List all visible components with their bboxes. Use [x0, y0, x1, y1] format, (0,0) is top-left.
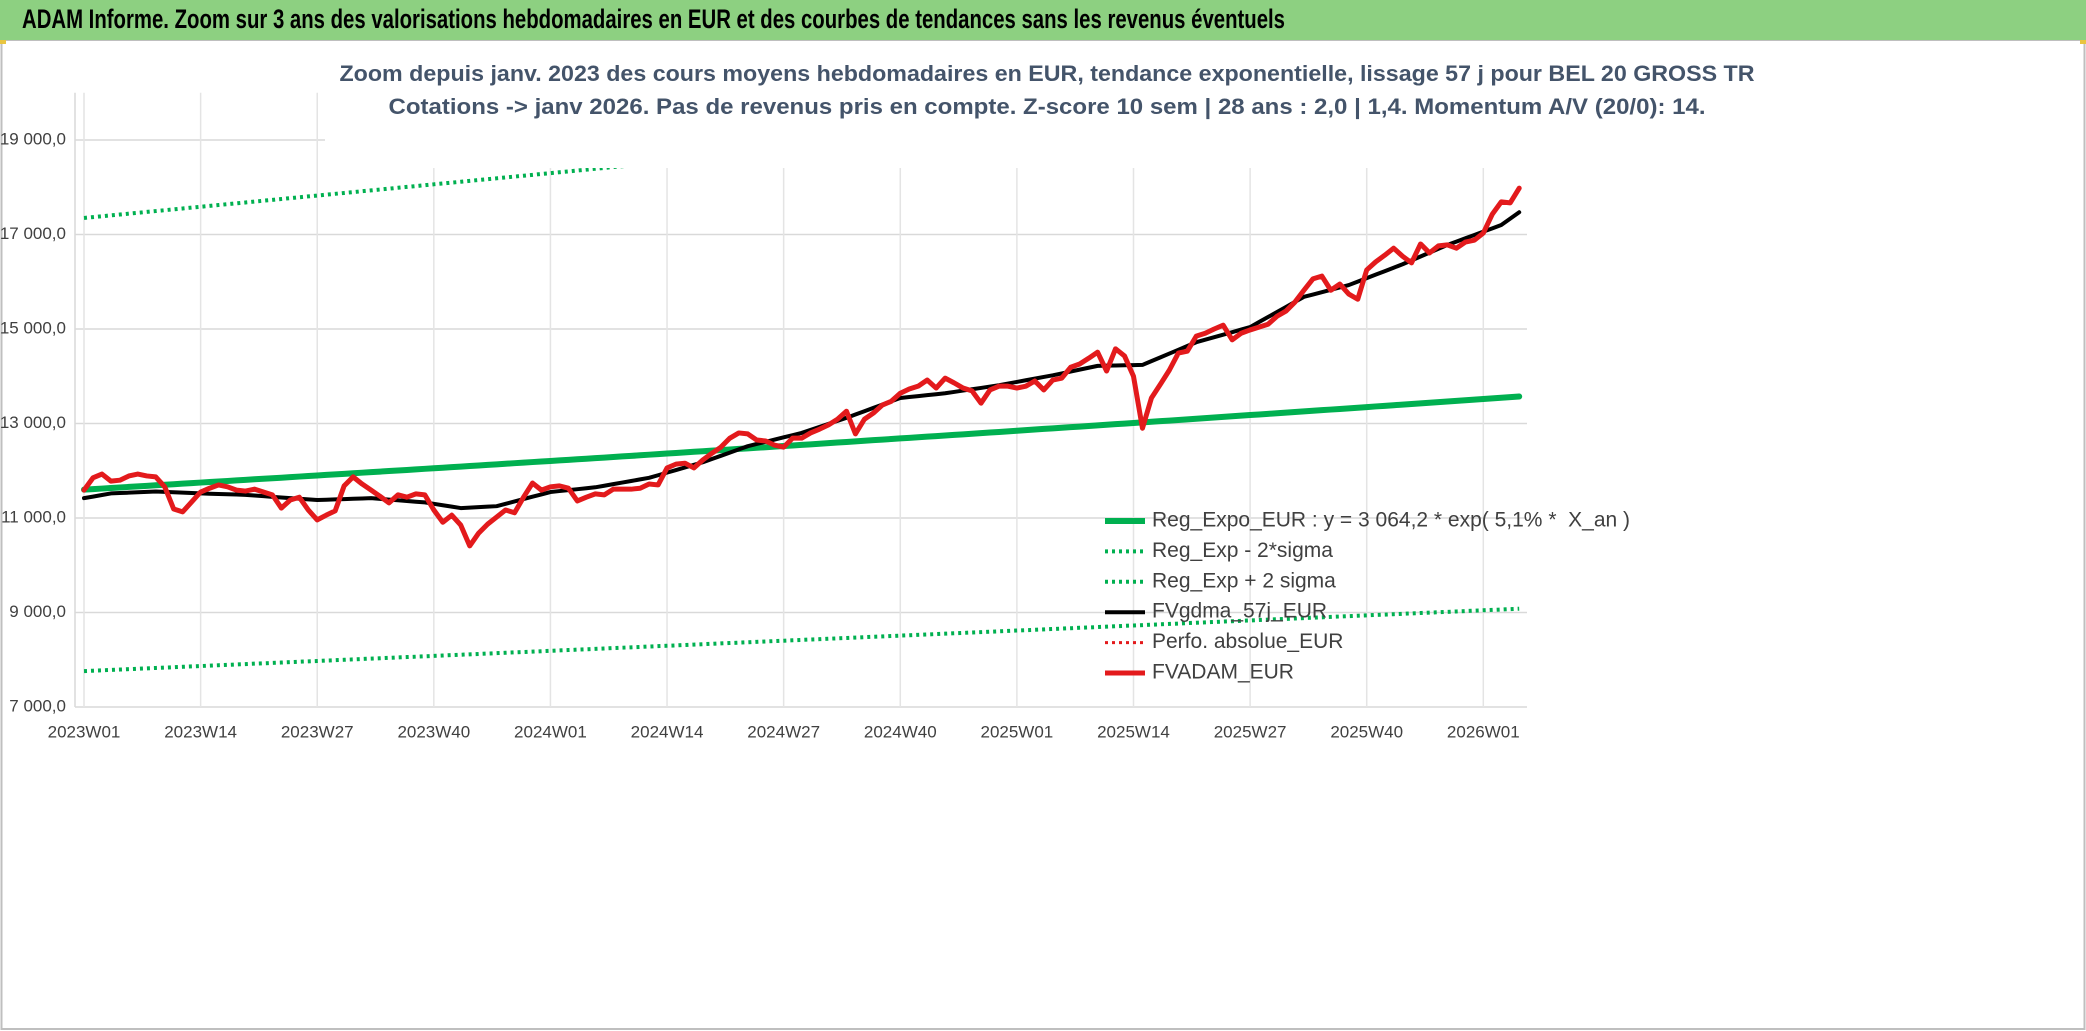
x-tick-label: 2023W01 — [48, 722, 121, 741]
title-box — [325, 58, 1770, 168]
series-line — [82, 210, 1522, 511]
x-tick-label: 2024W40 — [864, 722, 937, 741]
x-tick-label: 2024W27 — [747, 722, 820, 741]
header-band — [0, 0, 2086, 40]
x-tick-label: 2024W14 — [631, 722, 704, 741]
x-tick-label: 2024W01 — [514, 722, 587, 741]
y-tick-label: 13 000,0 — [0, 413, 66, 432]
corner — [2080, 40, 2086, 44]
y-tick-label: 17 000,0 — [0, 224, 66, 243]
legend-label: Perfo. absolue_EUR — [1152, 630, 1343, 653]
series-line — [81, 185, 1522, 549]
x-tick-label: 2025W14 — [1097, 722, 1170, 741]
legend-label: FVADAM_EUR — [1152, 661, 1294, 684]
x-tick-label: 2023W27 — [281, 722, 354, 741]
grid: 7 000,0 9 000,0 11 000,0 13 000,0 15 000,0 17… — [0, 92, 1527, 741]
legend-label: FVgdma_57j_EUR — [1152, 600, 1327, 623]
legend: Reg_Expo_EUR : y = 3 064,2 * exp( 5,1% *… — [1105, 509, 1630, 684]
legend-label: Reg_Expo_EUR : y = 3 064,2 * exp( 5,1% *… — [1152, 509, 1630, 532]
series-line — [83, 606, 1520, 674]
y-tick-label: 11 000,0 — [1, 507, 66, 526]
plot-area — [81, 92, 1523, 674]
x-tick-label: 2023W14 — [164, 722, 237, 741]
series-line — [83, 92, 1520, 220]
chart-title: Zoom depuis janv. 2023 des cours moyens … — [340, 61, 1755, 86]
corner — [0, 40, 6, 44]
x-tick-label: 2025W40 — [1330, 722, 1403, 741]
x-tick-label: 2026W01 — [1447, 722, 1520, 741]
x-tick-label: 2025W27 — [1214, 722, 1287, 741]
y-tick-label: 9 000,0 — [9, 602, 66, 621]
legend-label: Reg_Exp + 2 sigma — [1152, 569, 1336, 592]
legend-label: Reg_Exp - 2*sigma — [1152, 539, 1333, 562]
y-tick-label: 15 000,0 — [0, 318, 66, 337]
chart-subtitle: Cotations -> janv 2026. Pas de revenus p… — [389, 94, 1706, 119]
header-title: ADAM Informe. Zoom sur 3 ans des valoris… — [22, 4, 1285, 34]
x-tick-label: 2023W40 — [397, 722, 470, 741]
x-tick-label: 2025W01 — [980, 722, 1053, 741]
y-tick-label: 19 000,0 — [0, 129, 66, 148]
y-tick-label: 7 000,0 — [9, 696, 66, 715]
series-line — [81, 393, 1523, 493]
